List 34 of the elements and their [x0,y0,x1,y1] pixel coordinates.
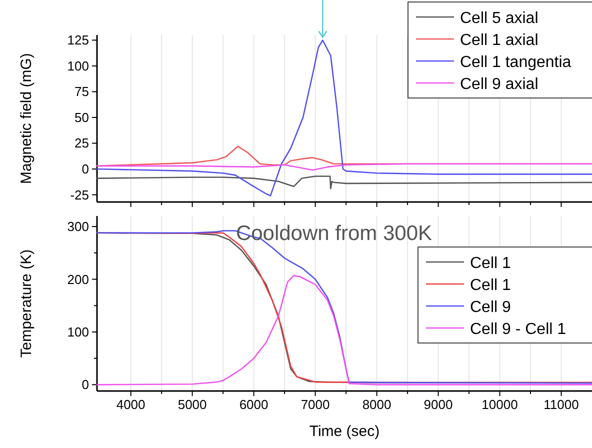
legend-label: Cell 9 [470,299,512,316]
line-series [96,163,592,171]
line-series [96,274,592,386]
y-tick-label: -25 [70,187,89,202]
y-tick-label: 300 [67,219,89,234]
x-tick-label: 8000 [362,397,392,412]
y-tick-label: 75 [74,84,89,100]
legend-label: Cell 5 axial [460,10,538,27]
y-tick-label: 25 [74,136,89,151]
y-tick-label: 100 [67,58,89,74]
x-tick-label: 6000 [239,397,268,412]
legend-label: Cell 1 tangentia [460,54,572,71]
y-tick-label: 0 [82,162,89,177]
legend-label: Cell 9 axial [460,76,538,93]
x-axis-title: Time (sec) [309,423,380,440]
legend-label: Cell 1 [470,255,512,272]
y-tick-label: 100 [67,324,89,340]
annotation: Cooldown from 300K [236,222,432,245]
x-tick-label: 7000 [300,397,330,412]
legend-label: Cell 9 - Cell 1 [470,321,566,338]
y-tick-label: 50 [74,110,89,125]
legend-label: Cell 1 [470,277,512,294]
x-tick-label: 4000 [116,397,146,412]
x-tick-label: 5000 [178,397,207,412]
line-series [96,176,592,190]
y-tick-label: 200 [67,272,89,287]
y-tick-label: 0 [82,377,89,392]
x-tick-label: 11000 [544,397,579,412]
y-tick-label: 125 [67,32,89,48]
legend-label: Cell 1 axial [460,32,538,49]
y-axis-title: Temperature (K) [18,249,35,358]
x-tick-label: 9000 [424,397,453,412]
x-tick-label: 10000 [482,397,518,412]
y-axis-title: Magnetic field (mG) [18,53,35,184]
